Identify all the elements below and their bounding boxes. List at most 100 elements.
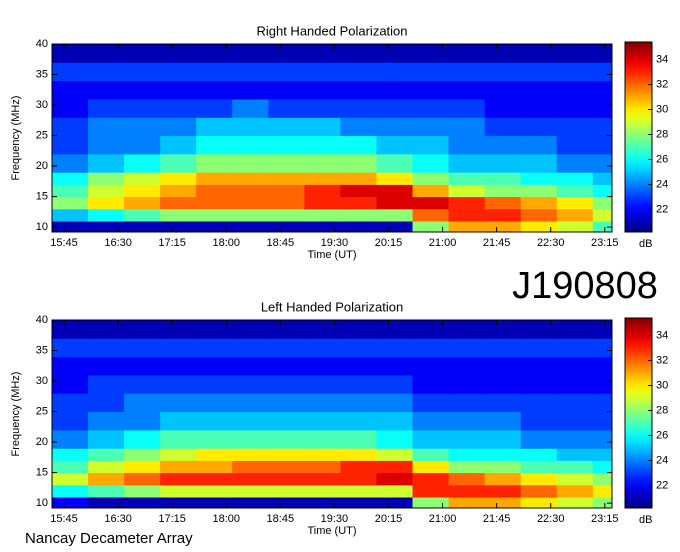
heat-cell	[520, 393, 558, 413]
heat-cell	[592, 196, 613, 210]
heat-cell	[412, 393, 450, 413]
heat-cell	[484, 374, 522, 394]
heat-cell	[376, 196, 414, 210]
heat-cell	[304, 208, 341, 222]
heat-cell	[232, 448, 269, 461]
heat-cell	[340, 448, 377, 461]
heat-cell	[196, 196, 233, 210]
heat-cell	[124, 44, 161, 63]
heat-cell	[340, 44, 377, 63]
heat-cell	[484, 153, 522, 173]
heat-cell	[412, 320, 450, 339]
heat-cell	[520, 356, 558, 376]
heat-cell	[376, 448, 414, 461]
x-tick-label: 15:45	[50, 237, 78, 249]
heat-cell	[52, 44, 89, 63]
heat-cell	[160, 172, 197, 185]
heat-cell	[232, 374, 269, 394]
heat-cell	[376, 98, 414, 118]
heat-cell	[412, 374, 450, 394]
heat-cell	[376, 356, 414, 376]
heat-cell	[376, 320, 414, 339]
heat-cell	[232, 62, 269, 82]
heat-cell	[160, 484, 197, 498]
heat-cell	[592, 484, 613, 498]
x-tick-label: 15:45	[50, 513, 78, 525]
heat-cell	[196, 356, 233, 376]
heat-cell	[52, 338, 89, 358]
heat-cell	[484, 172, 522, 185]
y-axis-label: Frequency (MHz)	[10, 372, 22, 457]
heat-cell	[592, 472, 613, 486]
heat-cell	[52, 172, 89, 185]
heat-cell	[484, 460, 522, 474]
heat-cell	[304, 117, 341, 137]
heat-cell	[88, 448, 125, 461]
heat-cell	[448, 196, 486, 210]
heat-cell	[592, 411, 613, 431]
heat-cell	[268, 393, 305, 413]
heat-cell	[52, 135, 89, 155]
heat-cell	[304, 472, 341, 486]
heat-cell	[196, 153, 233, 173]
heat-cell	[592, 460, 613, 474]
heat-cell	[412, 497, 450, 509]
heat-cell	[340, 338, 377, 358]
heat-cell	[124, 448, 161, 461]
x-tick-label: 20:15	[375, 237, 403, 249]
heat-cell	[340, 196, 377, 210]
heat-cell	[304, 448, 341, 461]
heat-cell	[340, 153, 377, 173]
heat-cell	[484, 117, 522, 137]
heat-cell	[88, 98, 125, 118]
heat-cell	[484, 44, 522, 63]
y-tick-label: 15	[36, 467, 48, 479]
heat-cell	[304, 393, 341, 413]
heat-cell	[232, 221, 269, 233]
heat-cell	[556, 184, 594, 198]
heat-cell	[124, 429, 161, 449]
heat-cell	[232, 338, 269, 358]
heat-cell	[592, 497, 613, 509]
heat-cell	[268, 172, 305, 185]
heat-cell	[160, 196, 197, 210]
heat-cell	[484, 98, 522, 118]
heat-cell	[340, 411, 377, 431]
heat-cell	[268, 80, 305, 100]
heat-cell	[268, 448, 305, 461]
heat-cell	[520, 80, 558, 100]
heat-cell	[52, 320, 89, 339]
heat-cell	[376, 135, 414, 155]
x-tick-label: 21:45	[483, 237, 511, 249]
heat-cell	[88, 62, 125, 82]
heat-cell	[88, 356, 125, 376]
heat-cell	[412, 208, 450, 222]
heat-cell	[520, 62, 558, 82]
heat-cell	[556, 497, 594, 509]
heat-cell	[268, 98, 305, 118]
heat-cell	[376, 172, 414, 185]
heat-cell	[196, 429, 233, 449]
heat-cell	[556, 208, 594, 222]
x-tick-label: 16:30	[104, 237, 132, 249]
heat-cell	[232, 411, 269, 431]
heat-cell	[304, 338, 341, 358]
heat-cell	[124, 98, 161, 118]
heat-cell	[52, 221, 89, 233]
footer: Nancay Decameter Array	[25, 530, 193, 547]
heat-cell	[232, 356, 269, 376]
heat-cell	[124, 184, 161, 198]
heat-cell	[340, 320, 377, 339]
heat-cell	[196, 172, 233, 185]
heat-cell	[196, 448, 233, 461]
heat-cell	[304, 374, 341, 394]
heat-cell	[88, 221, 125, 233]
heat-cell	[196, 62, 233, 82]
heat-cell	[196, 117, 233, 137]
heat-cell	[88, 153, 125, 173]
heat-cell	[52, 448, 89, 461]
heat-cell	[412, 460, 450, 474]
heat-cell	[520, 472, 558, 486]
heat-cell	[268, 338, 305, 358]
heat-cell	[448, 448, 486, 461]
